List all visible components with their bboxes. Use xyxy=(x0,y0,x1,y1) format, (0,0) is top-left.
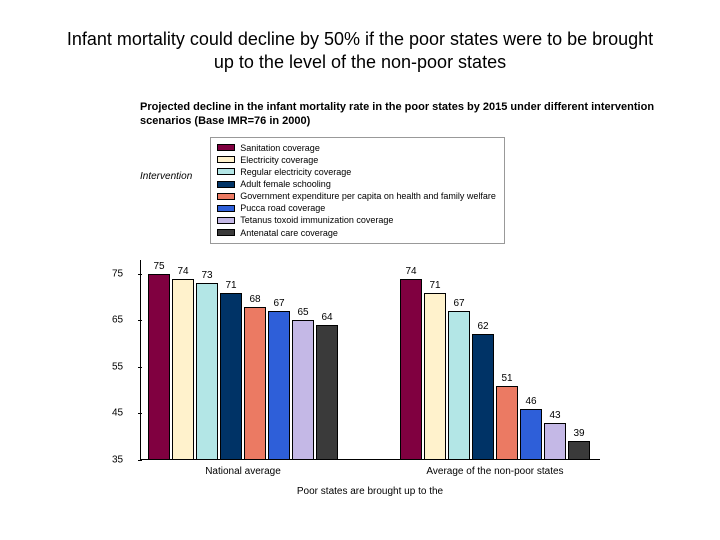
chart-title: Projected decline in the infant mortalit… xyxy=(140,100,660,129)
bar xyxy=(520,409,542,460)
bar xyxy=(196,283,218,460)
legend-swatch xyxy=(217,205,235,212)
legend-area: Intervention Sanitation coverageElectric… xyxy=(140,137,660,244)
legend-box: Sanitation coverageElectricity coverageR… xyxy=(210,137,505,244)
bar-value-label: 46 xyxy=(525,396,536,407)
bar-value-label: 75 xyxy=(153,261,164,272)
legend-swatch xyxy=(217,229,235,236)
legend-item: Regular electricity coverage xyxy=(217,166,496,178)
y-tick-mark xyxy=(138,320,142,321)
bar xyxy=(448,311,470,460)
y-tick-label: 65 xyxy=(112,315,123,326)
y-tick-mark xyxy=(138,413,142,414)
intervention-axis-label: Intervention xyxy=(140,171,192,182)
plot-area: Poor states are brought up to the 354555… xyxy=(140,260,600,460)
bar-value-label: 71 xyxy=(225,280,236,291)
bar xyxy=(424,293,446,460)
bar-value-label: 43 xyxy=(549,410,560,421)
legend-label: Tetanus toxoid immunization coverage xyxy=(240,214,393,226)
slide-title: Infant mortality could decline by 50% if… xyxy=(0,0,720,73)
bar xyxy=(148,274,170,460)
bar xyxy=(220,293,242,460)
legend-swatch xyxy=(217,144,235,151)
bar xyxy=(544,423,566,460)
bar xyxy=(496,386,518,460)
legend-item: Pucca road coverage xyxy=(217,202,496,214)
y-tick-label: 45 xyxy=(112,408,123,419)
y-tick-mark xyxy=(138,274,142,275)
bar xyxy=(316,325,338,460)
bar xyxy=(292,320,314,460)
legend-label: Pucca road coverage xyxy=(240,202,325,214)
bar-value-label: 68 xyxy=(249,294,260,305)
bar-value-label: 71 xyxy=(429,280,440,291)
legend-swatch xyxy=(217,168,235,175)
bar-value-label: 73 xyxy=(201,270,212,281)
legend-swatch xyxy=(217,156,235,163)
y-tick-label: 75 xyxy=(112,268,123,279)
legend-item: Government expenditure per capita on hea… xyxy=(217,190,496,202)
x-category-label: Average of the non-poor states xyxy=(426,466,563,477)
legend-item: Tetanus toxoid immunization coverage xyxy=(217,214,496,226)
x-category-label: National average xyxy=(205,466,281,477)
bar-value-label: 67 xyxy=(453,298,464,309)
bar xyxy=(568,441,590,460)
bar-value-label: 65 xyxy=(297,307,308,318)
y-tick-label: 35 xyxy=(112,455,123,466)
bar xyxy=(244,307,266,460)
bar xyxy=(268,311,290,460)
y-axis-line xyxy=(140,260,141,460)
bar-value-label: 74 xyxy=(405,266,416,277)
bar-value-label: 74 xyxy=(177,266,188,277)
bar-value-label: 39 xyxy=(573,428,584,439)
legend-item: Adult female schooling xyxy=(217,178,496,190)
y-tick-label: 55 xyxy=(112,361,123,372)
legend-label: Adult female schooling xyxy=(240,178,331,190)
y-tick-mark xyxy=(138,460,142,461)
legend-label: Sanitation coverage xyxy=(240,142,320,154)
y-tick-mark xyxy=(138,367,142,368)
bar-value-label: 62 xyxy=(477,321,488,332)
x-axis-title: Poor states are brought up to the xyxy=(297,486,443,497)
bar xyxy=(400,279,422,460)
bar-value-label: 64 xyxy=(321,312,332,323)
legend-item: Sanitation coverage xyxy=(217,142,496,154)
legend-label: Electricity coverage xyxy=(240,154,318,166)
legend-label: Government expenditure per capita on hea… xyxy=(240,190,496,202)
bar-value-label: 67 xyxy=(273,298,284,309)
bar xyxy=(472,334,494,460)
chart-container: Projected decline in the infant mortalit… xyxy=(140,100,660,244)
legend-swatch xyxy=(217,193,235,200)
legend-item: Antenatal care coverage xyxy=(217,227,496,239)
legend-item: Electricity coverage xyxy=(217,154,496,166)
legend-label: Regular electricity coverage xyxy=(240,166,351,178)
bar xyxy=(172,279,194,460)
bar-value-label: 51 xyxy=(501,373,512,384)
legend-swatch xyxy=(217,217,235,224)
legend-label: Antenatal care coverage xyxy=(240,227,338,239)
legend-swatch xyxy=(217,181,235,188)
